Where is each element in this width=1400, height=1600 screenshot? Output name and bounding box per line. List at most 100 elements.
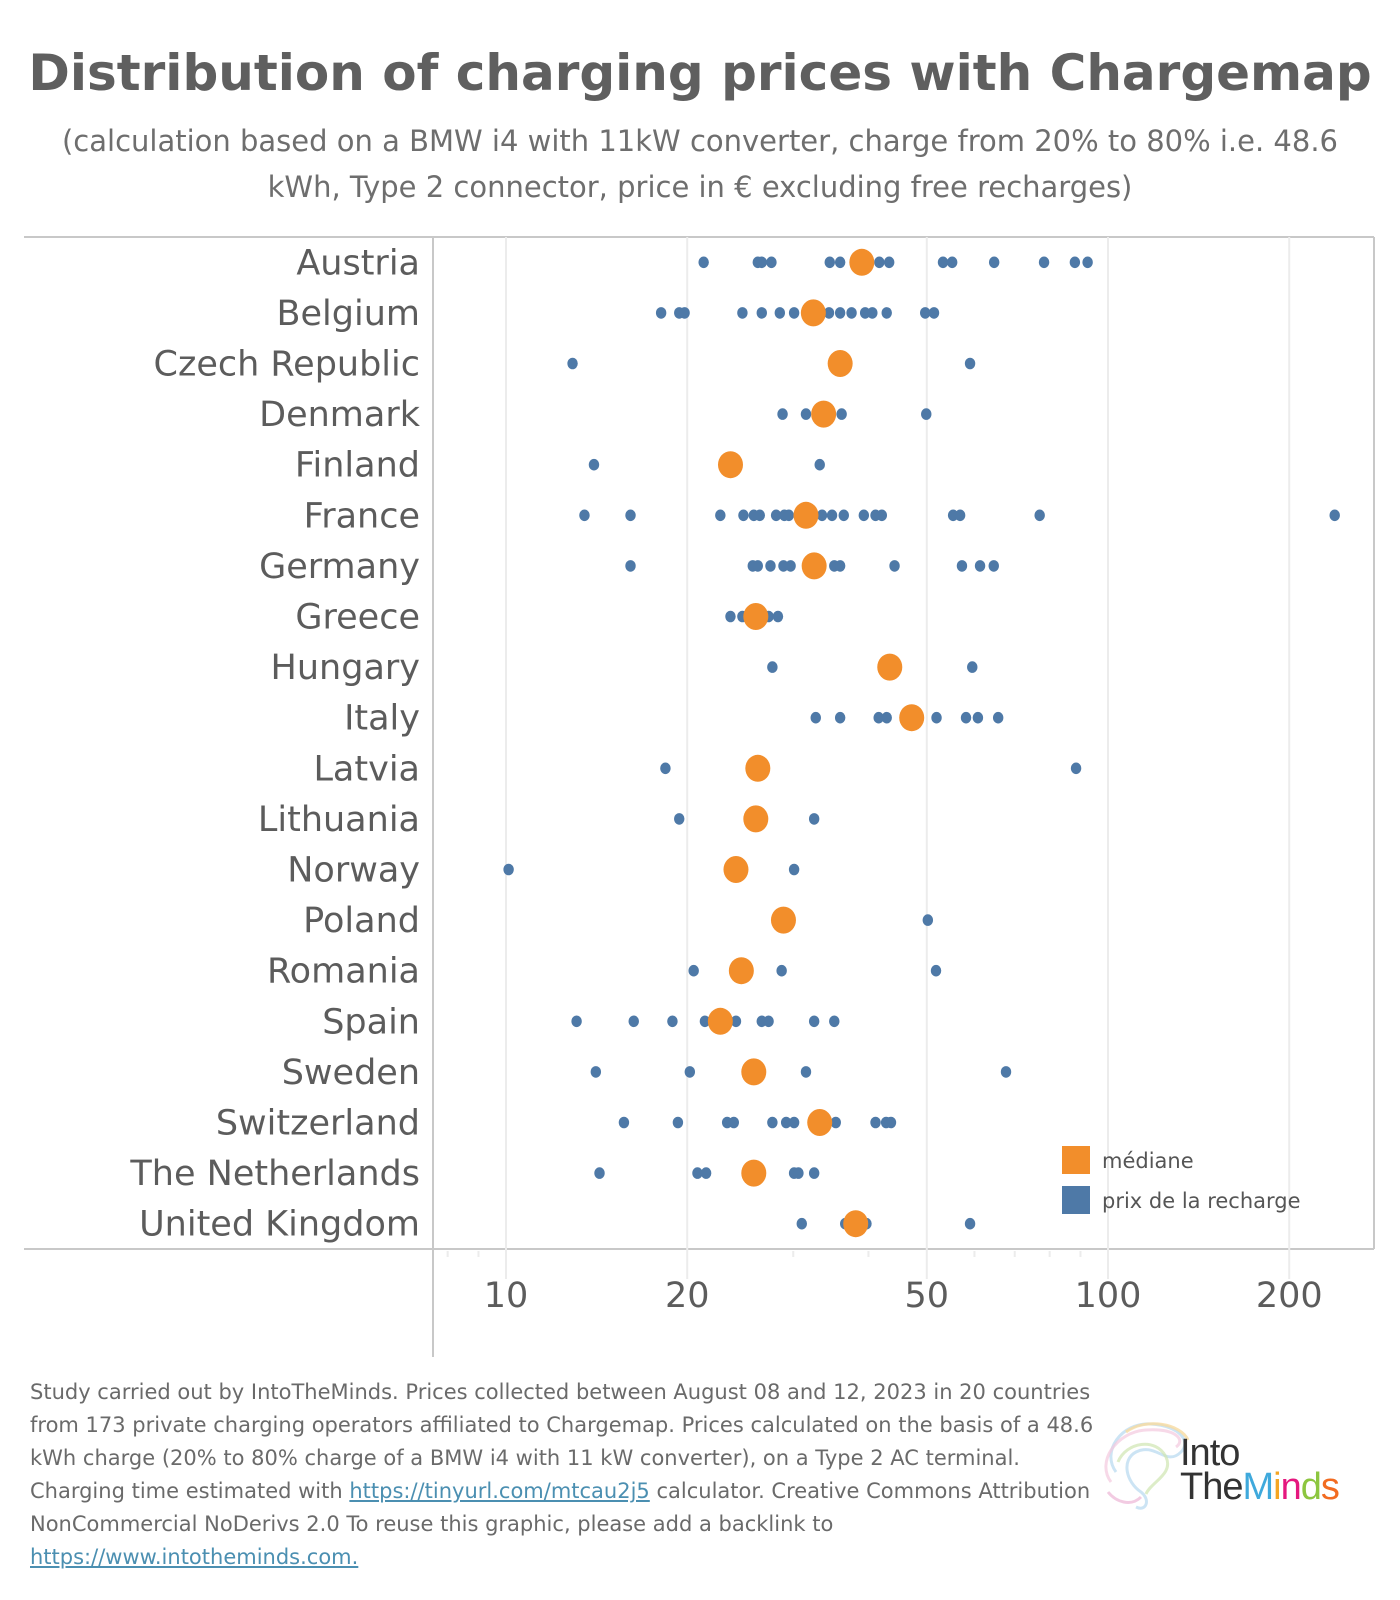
legend: médiane prix de la recharge (1062, 1146, 1301, 1214)
median-dot (801, 552, 827, 580)
price-dot (766, 256, 777, 269)
price-dot (774, 307, 786, 319)
median-dot (745, 754, 771, 782)
price-dot (960, 711, 972, 724)
logo-part: The (1180, 1466, 1243, 1508)
price-dot (756, 307, 767, 319)
price-dot (826, 509, 838, 522)
price-dot (816, 509, 828, 522)
price-dot (788, 863, 800, 876)
price-dot (625, 560, 636, 572)
logo-part: s (1320, 1466, 1340, 1508)
price-dot (692, 1167, 703, 1179)
price-dot (579, 509, 590, 522)
price-dot (800, 408, 812, 420)
price-dot (834, 560, 846, 572)
price-dot (937, 256, 949, 269)
country-label: Romania (267, 952, 420, 992)
price-dot (829, 1015, 840, 1028)
price-dot (830, 1116, 841, 1129)
median-dot (728, 957, 754, 985)
country-label: Sweden (282, 1053, 420, 1093)
x-axis: 10 20 50 100 200 (484, 1276, 1323, 1316)
median-dot (843, 1210, 869, 1238)
country-label: Poland (303, 901, 420, 941)
price-dot (1329, 509, 1340, 522)
price-dot (921, 408, 932, 420)
price-dot (777, 408, 788, 420)
price-dot (772, 610, 784, 623)
median-dot (707, 1007, 733, 1035)
median-dot (741, 1159, 767, 1187)
price-dot (881, 307, 892, 319)
price-dot (922, 914, 934, 926)
calculator-link[interactable]: https://tinyurl.com/mtcau2j5 (349, 1479, 650, 1503)
price-dot (588, 458, 600, 471)
country-label: Spain (322, 1002, 420, 1042)
logo-part: d (1300, 1466, 1322, 1508)
price-dot (883, 256, 895, 269)
logo-part: i (1273, 1466, 1282, 1508)
intotheminds-link[interactable]: https://www.intotheminds.com. (30, 1545, 359, 1569)
price-dot (964, 1217, 976, 1230)
price-dot (767, 1116, 778, 1129)
legend-label-median: médiane (1102, 1149, 1194, 1173)
country-label: Norway (287, 851, 420, 891)
logo-text-into: Into (1180, 1432, 1240, 1474)
chart-subtitle: (calculation based on a BMW i4 with 11kW… (61, 124, 1338, 204)
median-dot (800, 299, 826, 327)
price-dot (881, 711, 892, 724)
median-dot (827, 350, 853, 377)
price-dot (785, 560, 796, 572)
price-dot (920, 307, 931, 319)
price-dot (728, 1116, 739, 1129)
footer-text-1: Study carried out by IntoTheMinds. Price… (30, 1380, 1094, 1503)
price-dot (814, 458, 825, 471)
price-dot (876, 509, 888, 522)
country-label: United Kingdom (139, 1205, 420, 1245)
price-dot (752, 560, 764, 572)
country-label: Latvia (313, 749, 420, 789)
price-dot (873, 711, 884, 724)
price-dot (571, 1015, 582, 1028)
price-dot (503, 863, 514, 876)
price-dot (788, 1116, 800, 1129)
median-dot (793, 501, 819, 529)
country-label: France (304, 496, 420, 536)
logo-part: M (1242, 1466, 1274, 1508)
country-label: Denmark (259, 395, 421, 435)
price-dot (1034, 509, 1045, 522)
x-tick-label: 200 (1256, 1276, 1323, 1316)
price-dot (808, 1167, 820, 1179)
price-dot (793, 1167, 804, 1179)
median-dot (770, 906, 796, 934)
price-dot (1070, 762, 1082, 775)
x-tick-label: 100 (1075, 1276, 1142, 1316)
price-dot (974, 560, 986, 572)
price-dot (776, 964, 787, 977)
price-dot (946, 256, 958, 269)
country-label: Switzerland (216, 1104, 420, 1144)
price-dot (930, 964, 942, 977)
chart-frame (24, 236, 1375, 1357)
price-dot (834, 256, 846, 269)
price-dot (737, 307, 748, 319)
price-dot (796, 1217, 807, 1230)
price-dot (660, 762, 671, 775)
x-tick-label: 50 (905, 1276, 950, 1316)
country-labels: Austria Belgium Czech Republic Denmark Finla… (129, 243, 420, 1244)
price-dot (783, 509, 795, 522)
price-dot (700, 1167, 712, 1179)
median-dot (807, 1109, 833, 1136)
price-dot (808, 1015, 820, 1028)
price-dot (763, 1015, 774, 1028)
price-dot (972, 711, 984, 724)
median-dot (811, 400, 837, 428)
price-dot (788, 307, 800, 319)
price-dot (715, 509, 726, 522)
price-dot (688, 964, 699, 977)
median-dot (849, 248, 875, 276)
price-dot (699, 1015, 711, 1028)
legend-swatch-median (1062, 1146, 1090, 1174)
median-dot (743, 805, 769, 833)
